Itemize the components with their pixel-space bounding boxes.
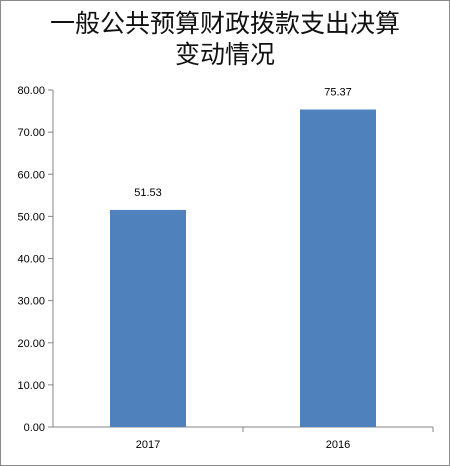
chart-title-block: 一般公共预算财政拨款支出决算 变动情况 [0, 8, 450, 70]
y-tick-label: 40.00 [17, 254, 45, 266]
y-tick-label: 60.00 [17, 169, 45, 181]
bar [300, 109, 376, 427]
bar [110, 209, 186, 427]
y-tick-label: 30.00 [17, 296, 45, 308]
data-label: 51.53 [134, 187, 162, 199]
y-tick-label: 0.00 [24, 422, 45, 434]
x-tick-label: 2017 [136, 439, 160, 451]
chart-subtitle: 变动情况 [174, 40, 275, 69]
y-tick-label: 80.00 [17, 85, 45, 97]
y-tick-label: 10.00 [17, 380, 45, 392]
y-tick-label: 70.00 [17, 127, 45, 139]
data-label: 75.37 [324, 87, 352, 99]
y-tick-label: 20.00 [17, 338, 45, 350]
chart-title: 一般公共预算财政拨款支出决算 [49, 9, 400, 38]
y-tick-label: 50.00 [17, 211, 45, 223]
x-tick-label: 2016 [326, 439, 350, 451]
